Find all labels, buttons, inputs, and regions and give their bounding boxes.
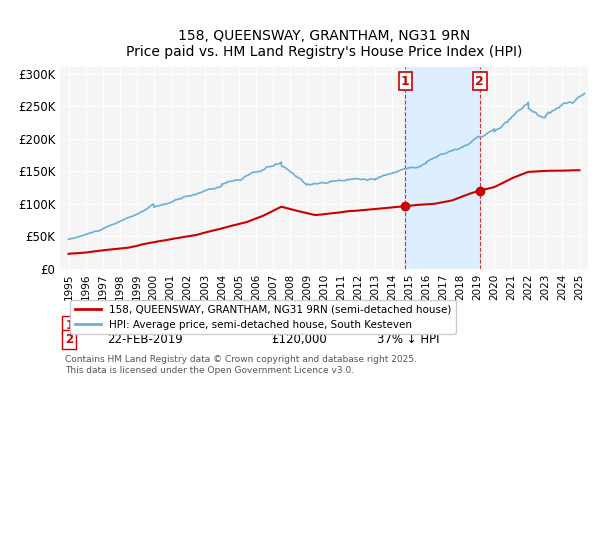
Text: 2: 2 bbox=[475, 75, 484, 88]
Legend: 158, QUEENSWAY, GRANTHAM, NG31 9RN (semi-detached house), HPI: Average price, se: 158, QUEENSWAY, GRANTHAM, NG31 9RN (semi… bbox=[70, 300, 455, 334]
Text: Contains HM Land Registry data © Crown copyright and database right 2025.
This d: Contains HM Land Registry data © Crown c… bbox=[65, 356, 417, 375]
Text: £120,000: £120,000 bbox=[271, 333, 327, 346]
Text: 1: 1 bbox=[401, 75, 410, 88]
Text: 10-OCT-2014: 10-OCT-2014 bbox=[107, 319, 185, 332]
Text: 1: 1 bbox=[65, 319, 73, 332]
Text: 37% ↓ HPI: 37% ↓ HPI bbox=[377, 333, 439, 346]
Text: 22-FEB-2019: 22-FEB-2019 bbox=[107, 333, 183, 346]
Bar bbox=[406, 67, 479, 269]
Text: 38% ↓ HPI: 38% ↓ HPI bbox=[377, 319, 439, 332]
Text: £96,000: £96,000 bbox=[271, 319, 320, 332]
Title: 158, QUEENSWAY, GRANTHAM, NG31 9RN
Price paid vs. HM Land Registry's House Price: 158, QUEENSWAY, GRANTHAM, NG31 9RN Price… bbox=[126, 29, 522, 59]
Text: 2: 2 bbox=[65, 333, 73, 346]
